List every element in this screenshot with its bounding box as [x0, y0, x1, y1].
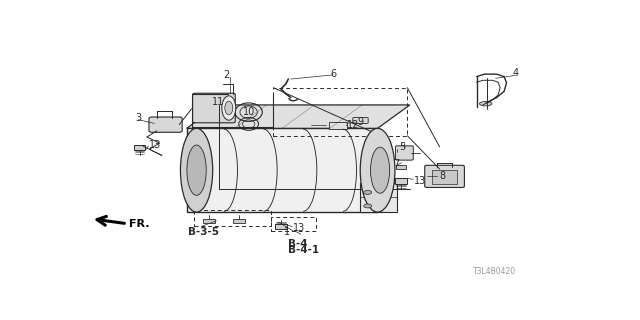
- Text: 10: 10: [243, 107, 255, 117]
- Text: B-4: B-4: [288, 239, 308, 249]
- FancyBboxPatch shape: [330, 122, 348, 129]
- Text: B-4-1: B-4-1: [288, 245, 319, 255]
- FancyBboxPatch shape: [396, 165, 406, 169]
- Text: 2: 2: [223, 70, 230, 80]
- Text: 5: 5: [399, 142, 406, 152]
- FancyBboxPatch shape: [432, 170, 457, 184]
- FancyBboxPatch shape: [396, 178, 408, 184]
- Ellipse shape: [187, 145, 206, 195]
- Text: 4: 4: [513, 68, 518, 78]
- Text: T3L4B0420: T3L4B0420: [472, 267, 516, 276]
- Ellipse shape: [222, 96, 236, 120]
- Text: 3: 3: [136, 113, 141, 123]
- Text: 11: 11: [212, 98, 224, 108]
- Ellipse shape: [225, 101, 233, 115]
- Circle shape: [364, 190, 372, 194]
- FancyBboxPatch shape: [275, 224, 287, 228]
- Text: 13: 13: [150, 140, 162, 150]
- FancyBboxPatch shape: [360, 182, 397, 212]
- Text: B-3-5: B-3-5: [188, 227, 219, 237]
- Ellipse shape: [180, 128, 212, 212]
- FancyBboxPatch shape: [233, 219, 244, 223]
- Text: 13: 13: [293, 223, 305, 233]
- Text: 9: 9: [357, 117, 364, 127]
- Ellipse shape: [360, 128, 395, 212]
- Text: 1: 1: [284, 227, 291, 237]
- Text: 12: 12: [347, 120, 359, 130]
- Text: 8: 8: [439, 171, 445, 181]
- FancyBboxPatch shape: [187, 128, 378, 212]
- Text: 7: 7: [394, 159, 399, 169]
- FancyBboxPatch shape: [353, 117, 368, 124]
- FancyBboxPatch shape: [425, 165, 465, 188]
- FancyBboxPatch shape: [203, 219, 215, 223]
- FancyBboxPatch shape: [149, 117, 182, 132]
- Ellipse shape: [479, 101, 492, 106]
- FancyBboxPatch shape: [134, 145, 145, 150]
- Circle shape: [364, 204, 372, 208]
- FancyBboxPatch shape: [396, 146, 413, 160]
- Ellipse shape: [371, 147, 390, 193]
- Text: 13: 13: [414, 176, 426, 186]
- FancyBboxPatch shape: [193, 93, 236, 123]
- Text: 6: 6: [330, 69, 336, 79]
- Polygon shape: [187, 105, 410, 128]
- Text: FR.: FR.: [129, 219, 149, 229]
